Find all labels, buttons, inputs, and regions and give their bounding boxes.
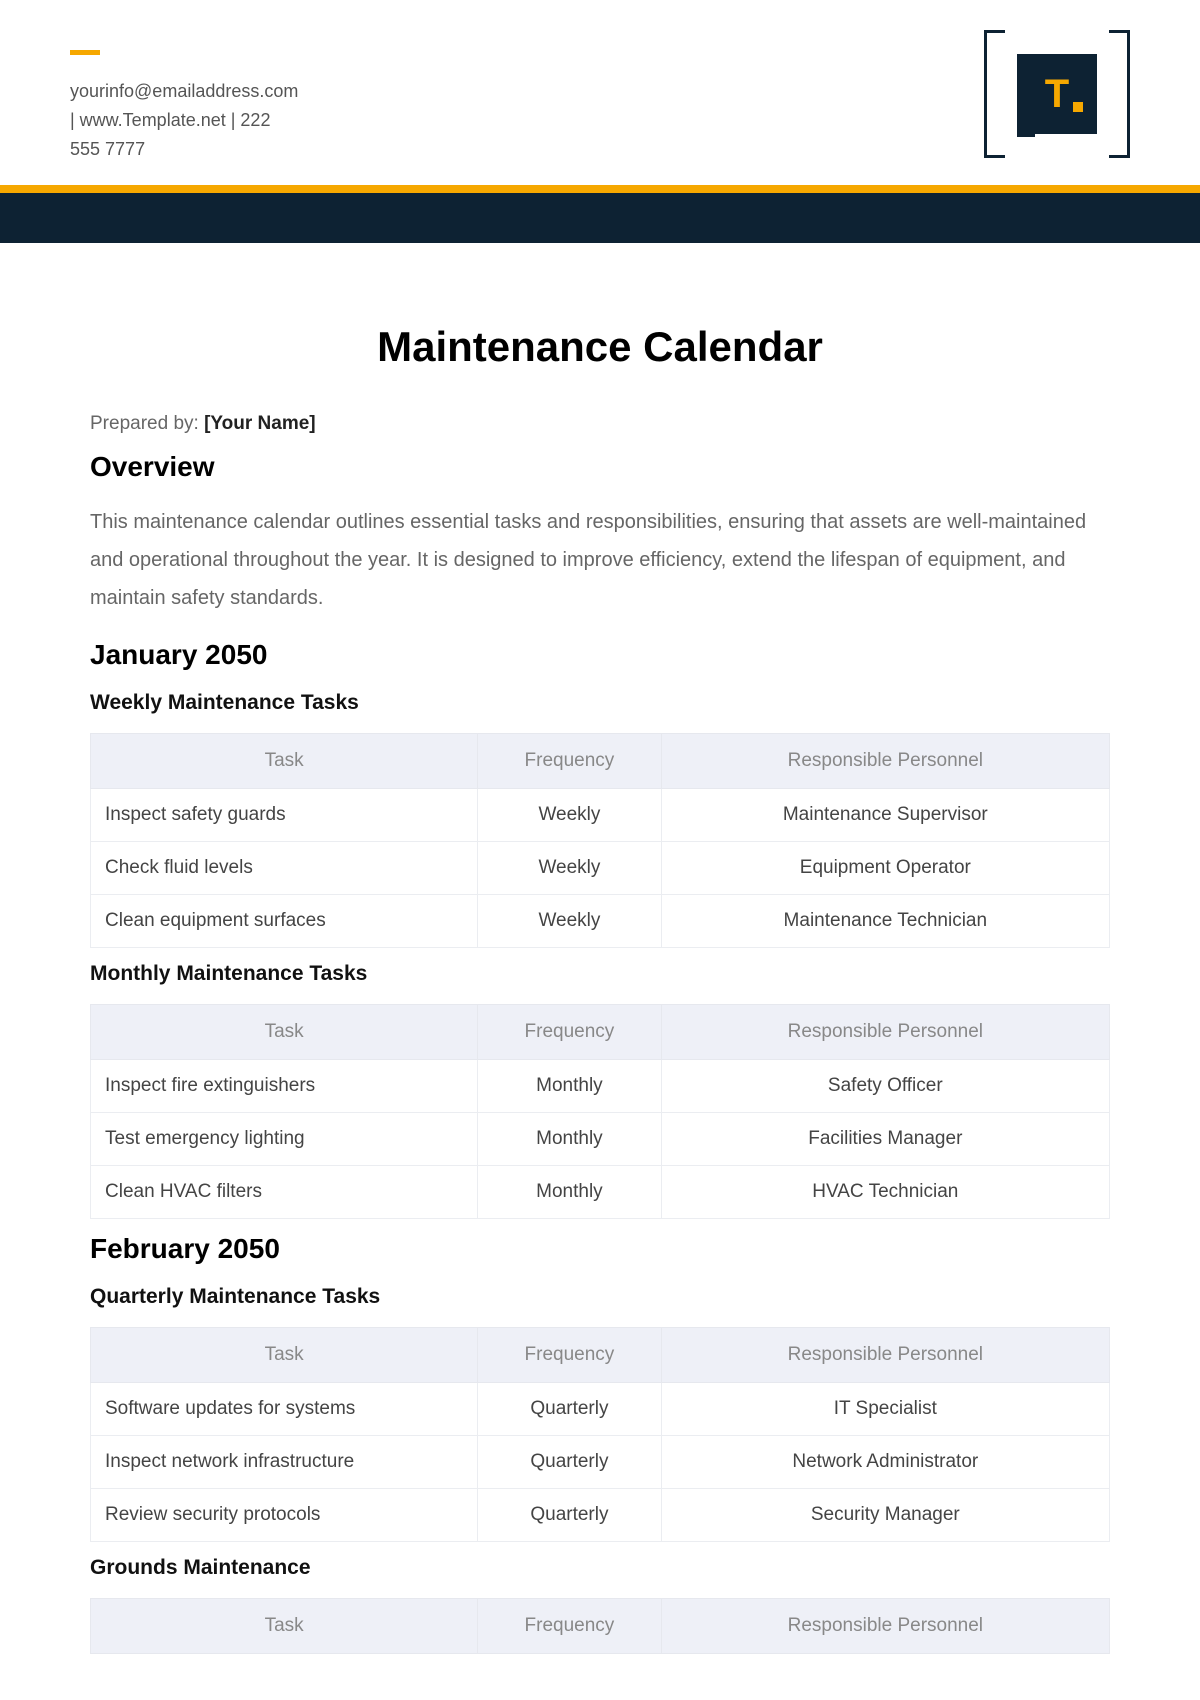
- document-page: yourinfo@emailaddress.com | www.Template…: [0, 0, 1200, 1654]
- section-month-heading: February 2050: [90, 1233, 1110, 1265]
- table-header-row: Task Frequency Responsible Personnel: [91, 1328, 1110, 1383]
- col-personnel: Responsible Personnel: [661, 1599, 1109, 1654]
- contact-email: yourinfo@emailaddress.com: [70, 77, 298, 106]
- maintenance-table: Task Frequency Responsible Personnel Ins…: [90, 733, 1110, 948]
- cell-task: Software updates for systems: [91, 1383, 478, 1436]
- col-personnel: Responsible Personnel: [661, 734, 1109, 789]
- col-task: Task: [91, 734, 478, 789]
- cell-task: Check fluid levels: [91, 842, 478, 895]
- overview-heading: Overview: [90, 451, 1110, 483]
- cell-task: Review security protocols: [91, 1489, 478, 1542]
- table-row: Inspect network infrastructure Quarterly…: [91, 1436, 1110, 1489]
- cell-freq: Quarterly: [478, 1489, 661, 1542]
- col-task: Task: [91, 1599, 478, 1654]
- cell-freq: Weekly: [478, 789, 661, 842]
- cell-task: Inspect fire extinguishers: [91, 1060, 478, 1113]
- banner-accent-stripe: [0, 185, 1200, 193]
- col-frequency: Frequency: [478, 1599, 661, 1654]
- group-heading: Monthly Maintenance Tasks: [90, 962, 1110, 986]
- document-content: Maintenance Calendar Prepared by: [Your …: [0, 243, 1200, 1654]
- cell-freq: Quarterly: [478, 1436, 661, 1489]
- cell-task: Inspect safety guards: [91, 789, 478, 842]
- table-row: Inspect safety guards Weekly Maintenance…: [91, 789, 1110, 842]
- cell-freq: Monthly: [478, 1113, 661, 1166]
- cell-freq: Monthly: [478, 1060, 661, 1113]
- col-frequency: Frequency: [478, 1328, 661, 1383]
- cell-person: Equipment Operator: [661, 842, 1109, 895]
- group-heading: Quarterly Maintenance Tasks: [90, 1285, 1110, 1309]
- prepared-value: [Your Name]: [204, 413, 316, 434]
- group-heading: Weekly Maintenance Tasks: [90, 691, 1110, 715]
- cell-freq: Monthly: [478, 1166, 661, 1219]
- cell-freq: Quarterly: [478, 1383, 661, 1436]
- cell-freq: Weekly: [478, 842, 661, 895]
- contact-website: | www.Template.net | 222: [70, 106, 298, 135]
- contact-info: yourinfo@emailaddress.com | www.Template…: [70, 77, 298, 163]
- cell-person: HVAC Technician: [661, 1166, 1109, 1219]
- cell-task: Clean equipment surfaces: [91, 895, 478, 948]
- cell-task: Inspect network infrastructure: [91, 1436, 478, 1489]
- cell-person: IT Specialist: [661, 1383, 1109, 1436]
- cell-task: Test emergency lighting: [91, 1113, 478, 1166]
- overview-text: This maintenance calendar outlines essen…: [90, 503, 1110, 617]
- maintenance-table: Task Frequency Responsible Personnel: [90, 1598, 1110, 1654]
- logo-frame: T: [984, 30, 1130, 158]
- cell-person: Safety Officer: [661, 1060, 1109, 1113]
- col-personnel: Responsible Personnel: [661, 1328, 1109, 1383]
- group-heading: Grounds Maintenance: [90, 1556, 1110, 1580]
- cell-person: Maintenance Supervisor: [661, 789, 1109, 842]
- col-frequency: Frequency: [478, 1005, 661, 1060]
- cell-person: Maintenance Technician: [661, 895, 1109, 948]
- page-title: Maintenance Calendar: [90, 323, 1110, 371]
- prepared-label: Prepared by:: [90, 413, 199, 434]
- cell-freq: Weekly: [478, 895, 661, 948]
- col-task: Task: [91, 1328, 478, 1383]
- col-frequency: Frequency: [478, 734, 661, 789]
- maintenance-table: Task Frequency Responsible Personnel Ins…: [90, 1004, 1110, 1219]
- cell-person: Security Manager: [661, 1489, 1109, 1542]
- header-contact: yourinfo@emailaddress.com | www.Template…: [70, 30, 298, 163]
- table-header-row: Task Frequency Responsible Personnel: [91, 734, 1110, 789]
- logo-icon: T: [1017, 54, 1097, 134]
- table-row: Check fluid levels Weekly Equipment Oper…: [91, 842, 1110, 895]
- table-header-row: Task Frequency Responsible Personnel: [91, 1599, 1110, 1654]
- maintenance-table: Task Frequency Responsible Personnel Sof…: [90, 1327, 1110, 1542]
- section-month-heading: January 2050: [90, 639, 1110, 671]
- prepared-by-line: Prepared by: [Your Name]: [90, 413, 1110, 435]
- col-personnel: Responsible Personnel: [661, 1005, 1109, 1060]
- cell-person: Network Administrator: [661, 1436, 1109, 1489]
- table-header-row: Task Frequency Responsible Personnel: [91, 1005, 1110, 1060]
- table-row: Review security protocols Quarterly Secu…: [91, 1489, 1110, 1542]
- banner-dark-bar: [0, 193, 1200, 243]
- cell-task: Clean HVAC filters: [91, 1166, 478, 1219]
- table-row: Software updates for systems Quarterly I…: [91, 1383, 1110, 1436]
- cell-person: Facilities Manager: [661, 1113, 1109, 1166]
- col-task: Task: [91, 1005, 478, 1060]
- table-row: Clean equipment surfaces Weekly Maintena…: [91, 895, 1110, 948]
- contact-phone: 555 7777: [70, 135, 298, 164]
- table-row: Clean HVAC filters Monthly HVAC Technici…: [91, 1166, 1110, 1219]
- table-row: Test emergency lighting Monthly Faciliti…: [91, 1113, 1110, 1166]
- accent-line: [70, 50, 100, 55]
- header: yourinfo@emailaddress.com | www.Template…: [0, 0, 1200, 163]
- table-row: Inspect fire extinguishers Monthly Safet…: [91, 1060, 1110, 1113]
